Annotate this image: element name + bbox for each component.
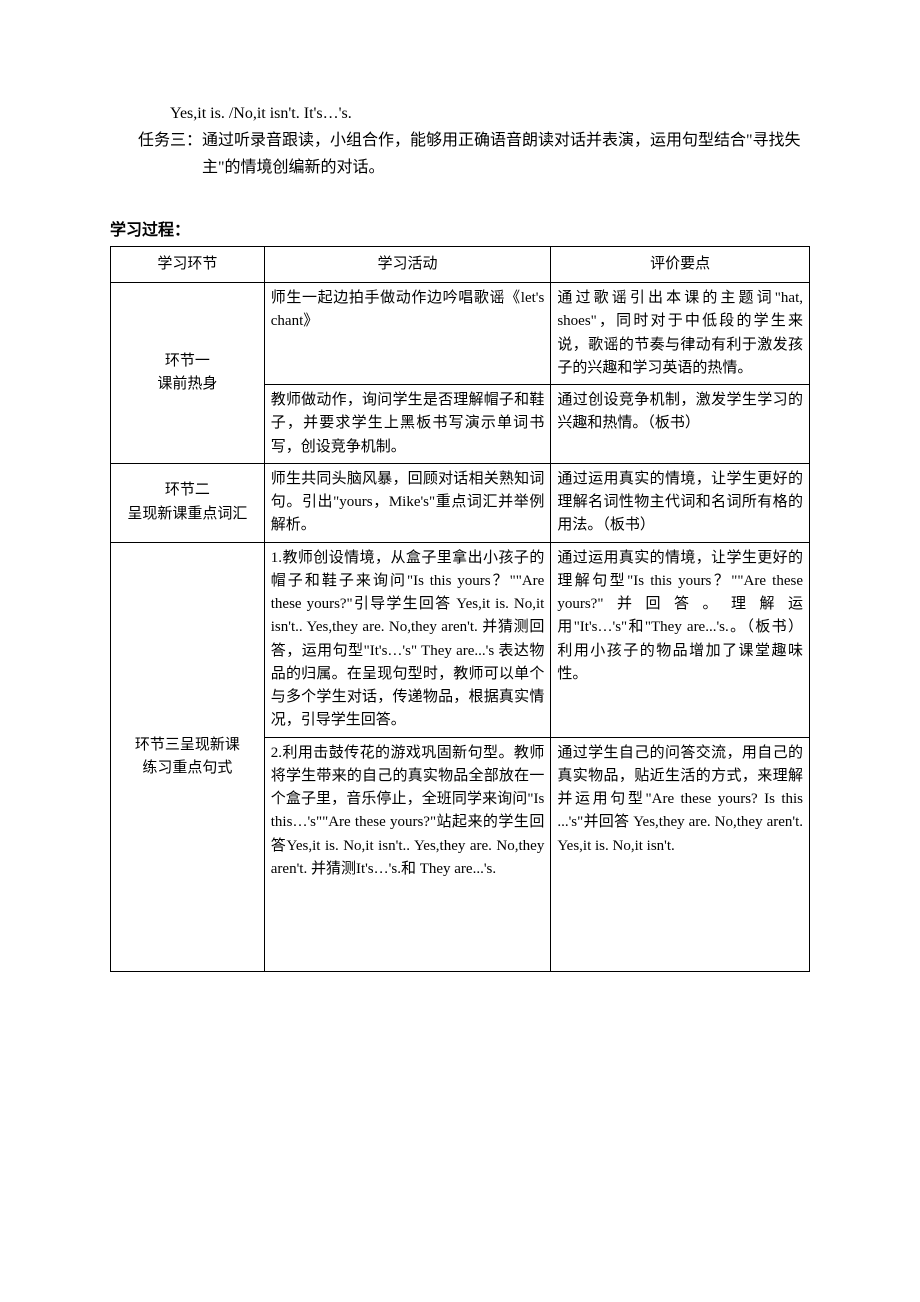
table-row: 环节三呈现新课练习重点句式 1.教师创设情境，从盒子里拿出小孩子的帽子和鞋子来询… [111, 542, 810, 737]
task-three-line: 任务三： 通过听录音跟读，小组合作，能够用正确语音朗读对话并表演，运用句型结合"… [138, 127, 810, 181]
table-row: 环节一课前热身 师生一起边拍手做动作边吟唱歌谣《let's chant》 通过歌… [111, 283, 810, 385]
task-three: 任务三： 通过听录音跟读，小组合作，能够用正确语音朗读对话并表演，运用句型结合"… [138, 127, 810, 181]
stage-cell-3: 环节三呈现新课练习重点句式 [111, 542, 265, 972]
task-three-body: 通过听录音跟读，小组合作，能够用正确语音朗读对话并表演，运用句型结合"寻找失主"… [202, 127, 810, 181]
section-title: 学习过程： [110, 217, 810, 244]
stage-cell-1: 环节一课前热身 [111, 283, 265, 464]
header-stage: 学习环节 [111, 246, 265, 282]
activity-cell: 师生一起边拍手做动作边吟唱歌谣《let's chant》 [264, 283, 551, 385]
evaluation-cell: 通过歌谣引出本课的主题词"hat, shoes"，同时对于中低段的学生来说，歌谣… [551, 283, 810, 385]
intro-line-1: Yes,it is. /No,it isn't. It's…'s. [170, 100, 810, 127]
header-evaluation: 评价要点 [551, 246, 810, 282]
table-row: 环节二呈现新课重点词汇 师生共同头脑风暴，回顾对话相关熟知词句。引出"yours… [111, 463, 810, 542]
task-three-label: 任务三： [138, 127, 202, 181]
activity-cell: 师生共同头脑风暴，回顾对话相关熟知词句。引出"yours，Mike's"重点词汇… [264, 463, 551, 542]
evaluation-cell: 通过运用真实的情境，让学生更好的理解句型"Is this yours？""Are… [551, 542, 810, 737]
learning-process-table: 学习环节 学习活动 评价要点 环节一课前热身 师生一起边拍手做动作边吟唱歌谣《l… [110, 246, 810, 972]
table-header-row: 学习环节 学习活动 评价要点 [111, 246, 810, 282]
activity-cell: 2.利用击鼓传花的游戏巩固新句型。教师将学生带来的自己的真实物品全部放在一个盒子… [264, 737, 551, 972]
table-body: 环节一课前热身 师生一起边拍手做动作边吟唱歌谣《let's chant》 通过歌… [111, 283, 810, 972]
evaluation-cell: 通过学生自己的问答交流，用自己的真实物品，贴近生活的方式，来理解并运用句型"Ar… [551, 737, 810, 972]
header-activity: 学习活动 [264, 246, 551, 282]
document-page: Yes,it is. /No,it isn't. It's…'s. 任务三： 通… [0, 0, 920, 1032]
activity-cell: 1.教师创设情境，从盒子里拿出小孩子的帽子和鞋子来询问"Is this your… [264, 542, 551, 737]
stage-cell-2: 环节二呈现新课重点词汇 [111, 463, 265, 542]
activity-cell: 教师做动作，询问学生是否理解帽子和鞋子，并要求学生上黑板书写演示单词书写，创设竞… [264, 385, 551, 464]
evaluation-cell: 通过创设竞争机制，激发学生学习的兴趣和热情。（板书） [551, 385, 810, 464]
evaluation-cell: 通过运用真实的情境，让学生更好的理解名词性物主代词和名词所有格的用法。（板书） [551, 463, 810, 542]
